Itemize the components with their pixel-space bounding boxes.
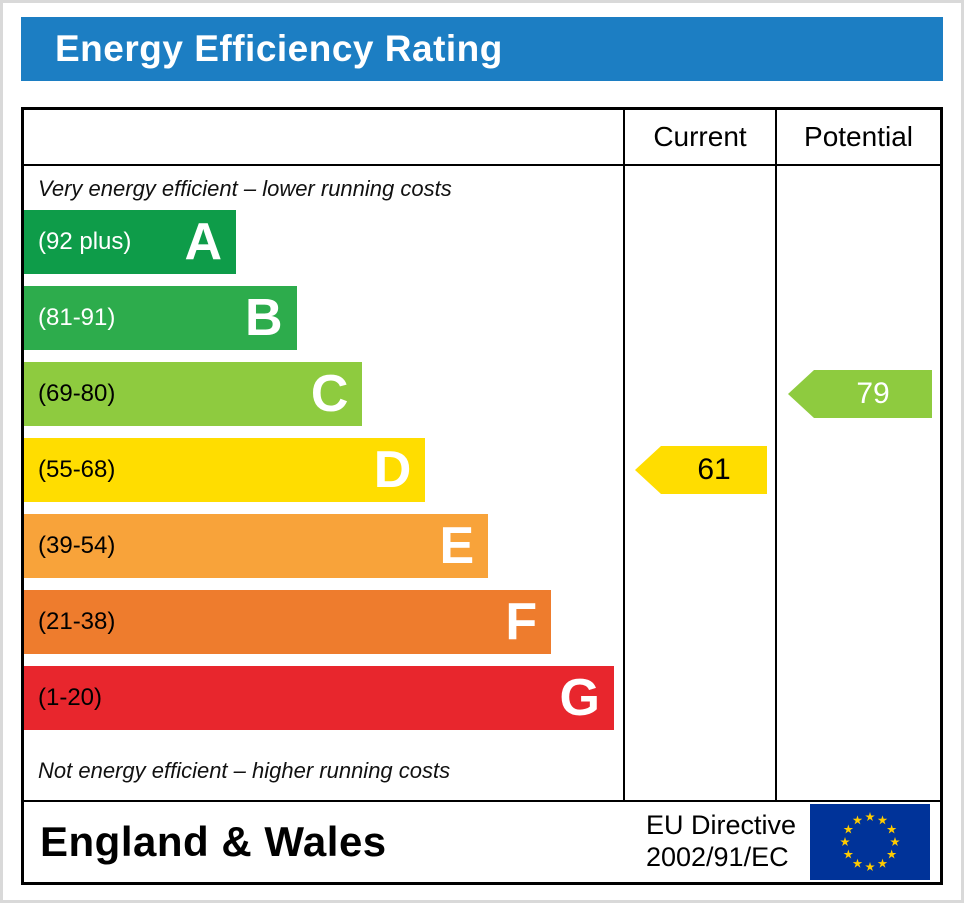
potential-rating-value: 79 bbox=[856, 377, 890, 410]
potential-rating-arrow: 79 bbox=[788, 370, 932, 418]
band-bar: (39-54) E bbox=[24, 514, 489, 578]
region-label: England & Wales bbox=[40, 818, 387, 865]
band-letter: C bbox=[310, 365, 349, 423]
band-letter: E bbox=[439, 517, 475, 575]
rating-table: Current Potential Very energy efficient … bbox=[21, 107, 943, 885]
band-row: (39-54) E bbox=[24, 514, 623, 578]
current-column-header: Current bbox=[623, 110, 775, 164]
potential-column: 79 bbox=[775, 166, 940, 800]
band-letter: F bbox=[505, 593, 538, 651]
band-range: (69-80) bbox=[38, 380, 116, 407]
band-range: (1-20) bbox=[38, 684, 103, 711]
band-range: (21-38) bbox=[38, 608, 116, 635]
left-arrow-head-icon bbox=[635, 446, 661, 494]
chart-title: Energy Efficiency Rating bbox=[55, 28, 503, 69]
current-arrow-body: 61 bbox=[661, 446, 767, 494]
band-range: (92 plus) bbox=[38, 228, 132, 255]
band-letter: G bbox=[559, 669, 600, 727]
band-bar: (69-80) C bbox=[24, 362, 363, 426]
table-header-row: Current Potential bbox=[24, 110, 940, 166]
table-footer: England & Wales EU Directive 2002/91/EC bbox=[24, 800, 940, 882]
current-column: 61 bbox=[623, 166, 775, 800]
band-row: (92 plus) A bbox=[24, 210, 623, 274]
band-bar: (55-68) D bbox=[24, 438, 426, 502]
potential-arrow-body: 79 bbox=[814, 370, 932, 418]
eu-directive-line2: 2002/91/EC bbox=[645, 842, 789, 872]
potential-column-header: Potential bbox=[775, 110, 940, 164]
bottom-note: Not energy efficient – higher running co… bbox=[38, 758, 451, 783]
band-letter: A bbox=[184, 213, 223, 271]
header-spacer bbox=[24, 110, 623, 164]
eu-flag-icon bbox=[810, 804, 930, 880]
band-row: (55-68) D bbox=[24, 438, 623, 502]
band-range: (39-54) bbox=[38, 532, 116, 559]
chart-body: Very energy efficient – lower running co… bbox=[24, 166, 940, 800]
band-bar: (21-38) F bbox=[24, 590, 552, 654]
band-letter: B bbox=[244, 289, 283, 347]
band-bar: (1-20) G bbox=[24, 666, 614, 730]
top-note: Very energy efficient – lower running co… bbox=[38, 176, 452, 201]
band-bar: (92 plus) A bbox=[24, 210, 237, 274]
band-letter: D bbox=[373, 441, 412, 499]
chart-title-bar: Energy Efficiency Rating bbox=[21, 17, 943, 81]
band-range: (81-91) bbox=[38, 304, 116, 331]
left-arrow-head-icon bbox=[788, 370, 814, 418]
band-row: (69-80) C bbox=[24, 362, 623, 426]
eu-directive-line1: EU Directive bbox=[645, 810, 796, 841]
current-rating-value: 61 bbox=[697, 453, 731, 486]
band-row: (81-91) B bbox=[24, 286, 623, 350]
current-rating-arrow: 61 bbox=[635, 446, 767, 494]
band-row: (21-38) F bbox=[24, 590, 623, 654]
band-bar: (81-91) B bbox=[24, 286, 297, 350]
eu-directive-text: EU Directive 2002/91/EC bbox=[646, 810, 796, 874]
band-range: (55-68) bbox=[38, 456, 116, 483]
bands-area: Very energy efficient – lower running co… bbox=[24, 166, 623, 800]
band-row: (1-20) G bbox=[24, 666, 623, 730]
